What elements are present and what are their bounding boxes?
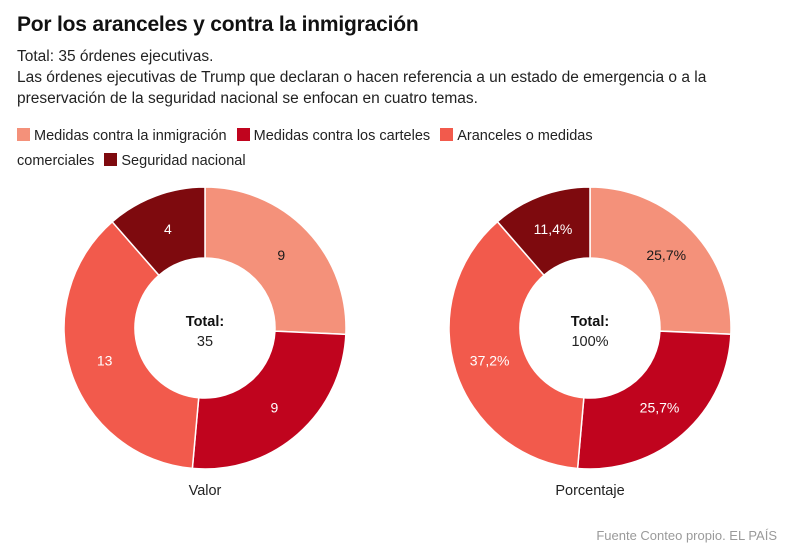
slice-value-label: 25,7% [646,247,686,263]
slice-value-label: 13 [97,353,113,369]
donut-chart-valor: 9 9 13 4 Total: 35 Valor [63,186,347,499]
chart-legend: Medidas contra la inmigración Medidas co… [17,124,637,174]
legend-swatch [104,153,118,166]
legend-item-aranceles: Aranceles o medidas comerciales [17,128,593,169]
donut-slice [448,220,585,470]
legend-swatch [236,128,250,141]
donut-slice [111,186,206,277]
donut-slice [589,186,732,335]
donut-slice [63,220,200,470]
slice-value-label: 37,2% [470,353,510,369]
slice-value-label: 4 [164,221,172,237]
slice-value-label: 9 [271,399,279,415]
legend-item-carteles: Medidas contra los carteles [236,128,431,144]
slice-value-label: 11,4% [534,221,573,237]
legend-label: Aranceles o medidas comerciales [17,128,593,169]
donut-slice [496,186,591,277]
chart-subtitle: Total: 35 órdenes ejecutivas. Las órdene… [17,46,777,109]
donut-chart-porcentaje: 25,7% 25,7% 37,2% 11,4% Total: 100% Porcentaje [448,186,732,499]
donut-slice [191,330,347,470]
slice-value-label: 9 [277,247,285,263]
legend-label: Medidas contra la inmigración [34,128,227,144]
source-note: Fuente Conteo propio. EL PAÍS [596,528,777,543]
subtitle-total: Total: 35 órdenes ejecutivas. [17,48,214,65]
chart-caption: Porcentaje [555,483,624,499]
chart-title: Por los aranceles y contra la inmigració… [17,13,419,36]
slice-value-label: 25,7% [640,399,680,415]
subtitle-description: Las órdenes ejecutivas de Trump que decl… [17,69,707,107]
legend-item-inmigracion: Medidas contra la inmigración [17,128,227,144]
center-total-label: Total: [186,314,224,330]
legend-swatch [440,128,454,141]
legend-swatch [17,128,30,141]
center-total-value: 100% [571,334,608,350]
chart-caption: Valor [189,483,222,499]
center-total-value: 35 [197,334,213,350]
donut-slice [576,330,732,470]
legend-item-seguridad: Seguridad nacional [104,153,246,169]
donut-slice [204,186,347,336]
legend-label: Medidas contra los carteles [253,128,431,144]
legend-label: Seguridad nacional [121,153,246,169]
center-total-label: Total: [571,314,609,330]
